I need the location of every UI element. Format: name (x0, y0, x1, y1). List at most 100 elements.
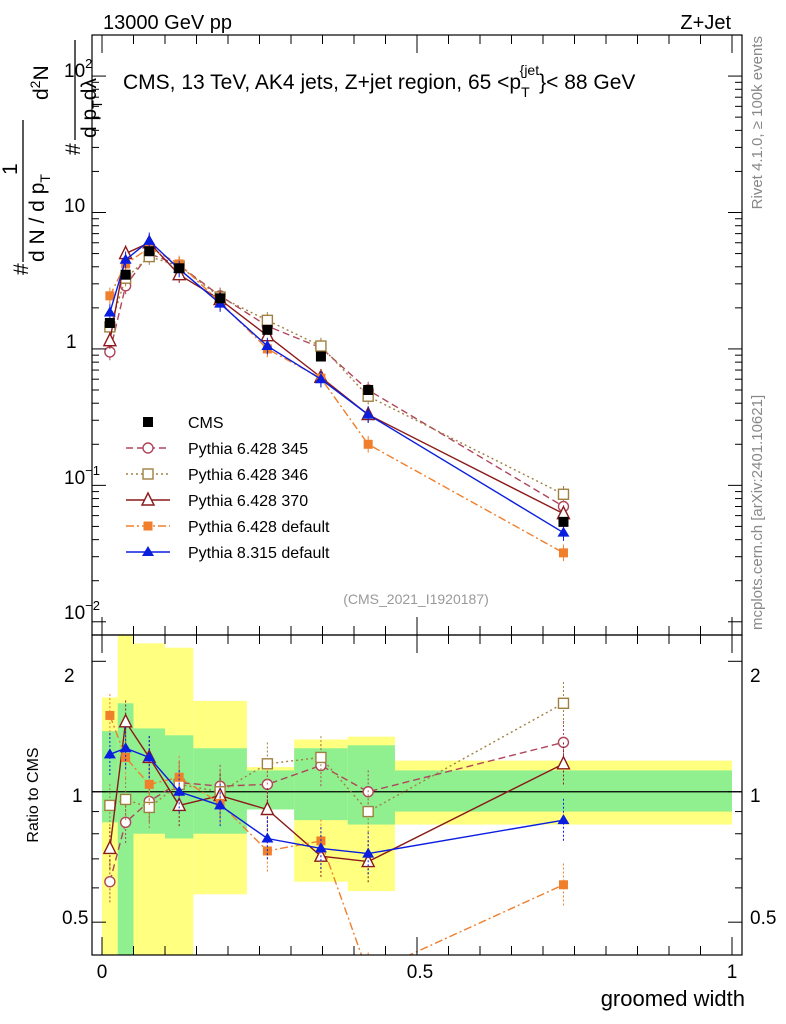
ylabel-hash: # (10, 263, 33, 275)
energy-label: 13000 GeV pp (103, 12, 232, 34)
main-point-2-0 (102, 332, 118, 347)
legend-marker-0 (143, 417, 153, 427)
ytick-ratio-0.5-right: 0.5 (750, 908, 776, 929)
ytick-main-1: 1 (66, 332, 77, 353)
data-point-3 (174, 263, 185, 274)
main-point-4-8 (557, 526, 570, 537)
main-point-4-5 (261, 340, 274, 351)
main-line-2 (109, 241, 564, 515)
ratio-series-group (102, 681, 571, 978)
main-line-1 (109, 255, 564, 495)
ratio-band-inner-8 (394, 770, 732, 812)
ratio-point-3-7 (364, 969, 373, 978)
xtick-0.5: 0.5 (407, 962, 433, 983)
data-point-2 (144, 246, 155, 257)
main-point-1-8 (557, 488, 570, 500)
ytick-ratio-2-right: 2 (750, 666, 761, 687)
legend-marker-5 (142, 546, 154, 556)
legend-label-5: Pythia 8.315 default (188, 545, 330, 562)
legend-label-1: Pythia 6.428 345 (188, 441, 308, 458)
ratio-point-1-7 (362, 805, 374, 818)
ratio-point-4-8 (557, 814, 570, 825)
ratio-point-3-1 (121, 752, 131, 762)
ratio-point-3-3 (174, 772, 184, 782)
data-point-6 (315, 351, 326, 362)
main-y-tick-labels: 10−2 10−1 1 10 102 (64, 56, 100, 624)
data-point-0 (104, 317, 115, 328)
data-point-4 (215, 293, 226, 304)
ratio-point-4-4 (214, 799, 227, 810)
main-point-4-0 (103, 306, 116, 317)
ratio-point-0-0 (104, 876, 116, 888)
ratio-point-1-5 (261, 758, 274, 770)
ratio-point-4-3 (173, 785, 186, 796)
ylabel-den2: d pTdλ (78, 78, 105, 138)
ratio-point-4-5 (261, 832, 274, 843)
main-title: CMS, 13 TeV, AK4 jets, Z+jet region, 65 … (123, 62, 635, 100)
main-line-3 (109, 247, 564, 554)
ratio-point-0-8 (557, 736, 570, 749)
ylabel-hash2: # (62, 143, 85, 155)
data-point-5 (262, 324, 273, 335)
ytick-ratio-1-right: 1 (750, 786, 761, 807)
x-axis-label: groomed width (601, 986, 745, 1011)
ytick-main-1e-1: 10−1 (64, 463, 100, 489)
legend-label-4: Pythia 6.428 default (188, 519, 330, 536)
main-point-4-2 (143, 234, 156, 245)
ratio-point-4-6 (314, 842, 327, 853)
data-point-1 (120, 269, 131, 280)
ytick-main-10: 10 (64, 196, 85, 217)
ratio-point-2-1 (118, 713, 133, 728)
ytick-ratio-0.5-left: 0.5 (62, 908, 88, 929)
ratio-band-inner-5 (246, 770, 295, 810)
main-point-3-7 (363, 439, 373, 449)
ratio-point-2-8 (556, 755, 571, 770)
ratio-point-1-0 (104, 799, 116, 812)
mcplots-label: mcplots.cern.ch [arXiv:2401.10621] (749, 395, 766, 630)
ylabel-one: 1 (0, 163, 22, 175)
ratio-y-tick-labels: 0.5 1 2 0.5 1 2 (62, 666, 776, 929)
rivet-label: Rivet 4.1.0, ≥ 100k events (749, 36, 766, 209)
ratio-point-2-0 (102, 839, 118, 855)
data-point-7 (363, 384, 374, 395)
ytick-ratio-1-left: 1 (72, 786, 83, 807)
xtick-0: 0 (97, 962, 108, 983)
analysis-watermark: (CMS_2021_I1920187) (343, 591, 489, 607)
legend: CMS Pythia 6.428 345 Pythia 6.428 346 Pythi… (126, 415, 330, 562)
main-point-4-6 (314, 373, 327, 384)
main-point-1-6 (315, 340, 327, 352)
main-point-3-8 (558, 548, 568, 558)
ratio-point-4-0 (103, 748, 116, 759)
ylabel-num2: d2N (27, 65, 53, 100)
data-point-8 (558, 516, 569, 527)
main-point-1-5 (261, 314, 274, 327)
ratio-point-4-7 (362, 847, 375, 858)
ratio-point-1-6 (315, 751, 327, 764)
ytick-main-1e-2: 10−2 (64, 598, 100, 624)
ratio-point-4-1 (119, 742, 132, 753)
main-line-0 (109, 252, 564, 508)
main-point-4-7 (362, 408, 375, 419)
main-series-group (102, 232, 571, 562)
ratio-point-2-5 (260, 800, 275, 816)
legend-marker-2 (142, 468, 154, 480)
main-point-4-1 (119, 253, 132, 264)
legend-marker-1 (142, 442, 154, 454)
x-tick-labels: 0 0.5 1 (97, 962, 738, 983)
ratio-y-axis-label: Ratio to CMS (25, 747, 42, 842)
ylabel-den: d N / d pT (26, 174, 53, 262)
legend-label-3: Pythia 6.428 370 (188, 493, 308, 510)
ratio-point-4-2 (143, 751, 156, 762)
ratio-point-3-2 (144, 779, 154, 789)
ratio-band-inner-0 (102, 731, 118, 823)
legend-marker-3 (140, 491, 156, 506)
process-label: Z+Jet (680, 12, 731, 34)
ratio-point-3-8 (558, 880, 568, 890)
main-y-axis-label: # 1 d N / d pT # d2N d pTdλ (0, 40, 105, 275)
xtick-1: 1 (727, 962, 738, 983)
ratio-point-0-1 (119, 816, 132, 829)
legend-marker-4 (143, 521, 153, 531)
axis-ticks (92, 34, 742, 955)
ytick-ratio-2-left: 2 (64, 666, 75, 687)
